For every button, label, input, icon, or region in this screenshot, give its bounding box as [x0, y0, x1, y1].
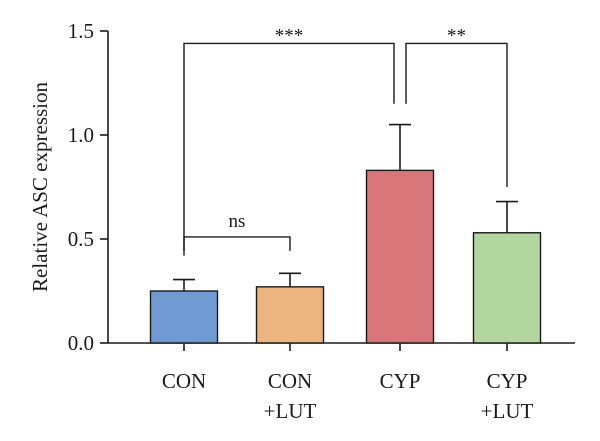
significance-bracket [405, 42, 508, 187]
x-axis: CON CON +LUT CYP CYP +LUT [108, 342, 575, 423]
x-tick-label-line2: +LUT [264, 399, 317, 423]
significance-label: *** [275, 25, 304, 46]
x-tick-label: CON [268, 369, 312, 393]
x-tick-label: CYP [487, 369, 528, 393]
bar [149, 290, 219, 344]
y-axis-label: Relative ASC expression [28, 82, 52, 292]
significance-bracket [183, 42, 395, 256]
bars [149, 169, 542, 344]
significance-label: ** [447, 25, 466, 46]
y-axis: 0.0 0.5 1.0 1.5 [68, 19, 109, 355]
significance-bracket [183, 236, 291, 251]
y-tick-label: 0.0 [68, 331, 94, 355]
bar [472, 232, 542, 344]
y-tick-label: 1.0 [68, 123, 94, 147]
bar [255, 286, 325, 344]
y-tick-label: 0.5 [68, 227, 94, 251]
error-bars [173, 123, 518, 291]
y-tick-label: 1.5 [68, 19, 94, 43]
bar [365, 169, 435, 344]
x-tick-label: CON [162, 369, 206, 393]
significance-brackets: ns*** ** [183, 25, 508, 256]
x-tick-label-line2: +LUT [481, 399, 534, 423]
x-tick-label: CYP [380, 369, 421, 393]
significance-label: ns [229, 211, 246, 232]
